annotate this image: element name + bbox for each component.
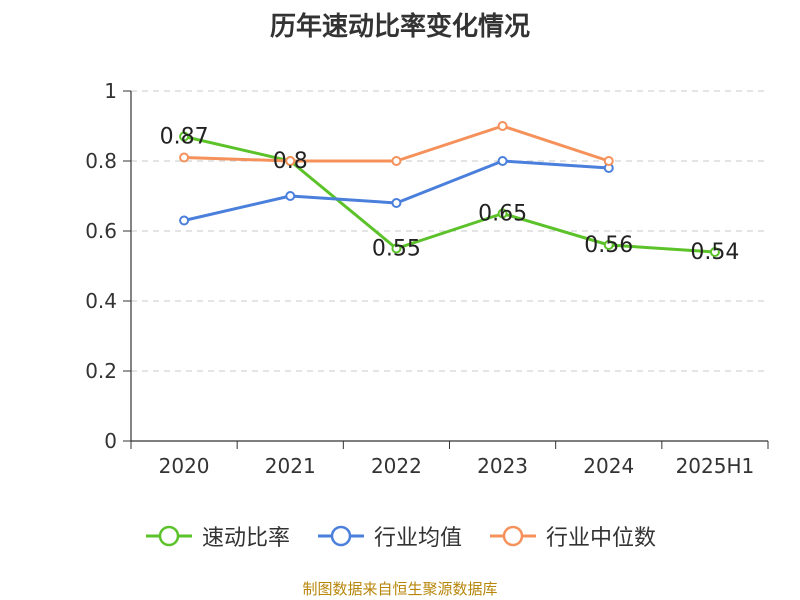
data-label: 0.56 [584,233,633,258]
data-label: 0.65 [478,202,527,227]
y-tick-label: 0.8 [85,149,117,173]
data-point [603,156,614,166]
chart-title: 历年速动比率变化情况 [269,12,530,42]
data-point [179,152,190,163]
data-point [497,156,508,166]
x-tick-label: 2023 [477,454,528,478]
legend-item[interactable]: 速动比率 [144,520,290,552]
legend-marker [490,525,536,547]
y-tick-label: 1 [104,79,117,103]
data-point [179,131,190,142]
legend-label: 行业中位数 [546,526,657,551]
legend-label: 行业均值 [373,526,462,551]
data-point [179,215,190,226]
series-line-1 [183,159,609,222]
x-tick-label: 2025H1 [676,454,755,478]
data-point [285,156,296,166]
series-line-2 [184,124,610,163]
y-tick-label: 0 [104,429,117,453]
data-label: 0.54 [690,240,739,265]
x-tick-label: 2020 [159,454,210,478]
y-tick-label: 0.2 [85,359,117,383]
legend-item[interactable]: 行业均值 [316,520,462,552]
data-point [603,240,614,250]
data-point [709,247,720,257]
series-line-0 [183,135,716,254]
legend-marker [145,525,192,547]
data-point [285,191,296,201]
data-point [391,243,402,254]
data-point [391,156,402,166]
legend-label: 速动比率 [201,526,290,551]
data-source-note: 制图数据来自恒生聚源数据库 [302,580,498,598]
data-label: 0.87 [160,125,209,150]
y-tick-label: 0.4 [85,289,117,313]
x-tick-label: 2022 [371,454,422,478]
data-label: 0.8 [273,149,308,174]
x-tick-label: 2024 [583,454,634,478]
legend-marker [317,525,364,547]
data-point [497,121,508,131]
x-tick-label: 2021 [265,454,316,478]
data-point [497,208,508,219]
data-point [391,198,402,208]
data-label: 0.55 [372,237,421,262]
legend-item[interactable]: 行业中位数 [488,520,656,552]
legend: 速动比率 行业均值 行业中位数 [0,520,800,552]
y-tick-label: 0.6 [85,219,117,243]
